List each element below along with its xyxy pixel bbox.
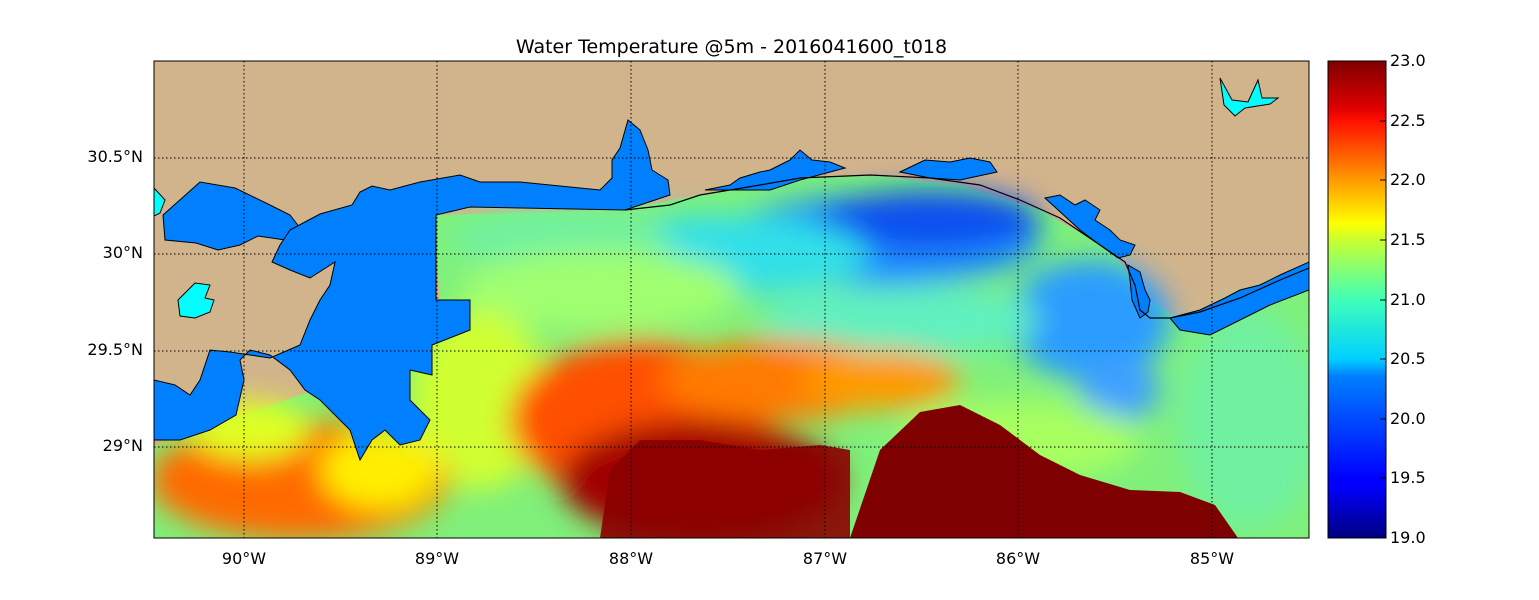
colorbar-tick-label: 21.0: [1390, 290, 1426, 309]
lat-label: 29°N: [102, 436, 143, 455]
colorbar-tick-label: 23.0: [1390, 51, 1426, 70]
graticule: [154, 61, 1309, 538]
coastline: [624, 174, 1309, 319]
map-frame: [153, 60, 1310, 539]
colorbar-ticks: [1380, 60, 1386, 539]
map-area: [154, 61, 1309, 538]
lon-label: 89°W: [414, 549, 460, 568]
colorbar-tick-label: 22.0: [1390, 170, 1426, 189]
colorbar-tick-label: 22.5: [1390, 111, 1426, 130]
lon-label: 90°W: [221, 549, 267, 568]
colorbar-tick-label: 20.5: [1390, 349, 1426, 368]
lon-label: 87°W: [802, 549, 848, 568]
lon-label: 86°W: [995, 549, 1041, 568]
lat-label: 30.5°N: [87, 147, 143, 166]
colorbar: [1327, 60, 1387, 539]
colorbar-tick-label: 21.5: [1390, 230, 1426, 249]
lat-label: 30°N: [102, 243, 143, 262]
colorbar-tick-label: 20.0: [1390, 409, 1426, 428]
map-title: Water Temperature @5m - 2016041600_t018: [515, 36, 948, 58]
lat-label: 29.5°N: [87, 340, 143, 359]
colorbar-tick-label: 19.5: [1390, 468, 1426, 487]
warm-core: [850, 405, 1238, 538]
lon-label: 88°W: [608, 549, 654, 568]
lon-label: 85°W: [1189, 549, 1235, 568]
colorbar-tick-label: 19.0: [1390, 528, 1426, 547]
